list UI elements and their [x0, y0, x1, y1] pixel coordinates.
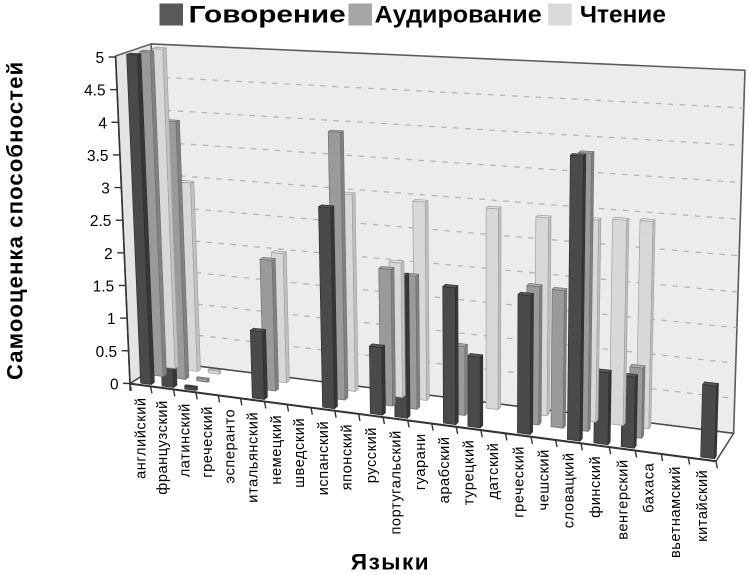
- svg-text:финский: финский: [588, 456, 604, 518]
- svg-text:Языки: Языки: [351, 550, 430, 571]
- svg-text:3.5: 3.5: [87, 148, 108, 165]
- svg-text:3: 3: [101, 181, 110, 198]
- svg-text:вьетнамский: вьетнамский: [668, 466, 684, 558]
- svg-text:португальский: португальский: [389, 430, 405, 534]
- svg-text:0.5: 0.5: [96, 344, 117, 361]
- svg-text:немецкий: немецкий: [269, 415, 285, 485]
- svg-text:0: 0: [110, 376, 119, 393]
- svg-text:латинский: латинский: [178, 403, 194, 477]
- svg-text:2: 2: [104, 246, 113, 263]
- svg-text:4.5: 4.5: [84, 83, 105, 100]
- svg-text:5: 5: [96, 50, 105, 67]
- svg-text:арабский: арабский: [437, 436, 453, 503]
- svg-text:русский: русский: [364, 427, 380, 483]
- svg-text:шведский: шведский: [292, 418, 308, 488]
- svg-text:турецкий: турецкий: [462, 440, 478, 506]
- svg-text:Аудирование: Аудирование: [375, 2, 542, 29]
- svg-text:Самооценка способностей: Самооценка способностей: [3, 61, 28, 380]
- svg-text:Говорение: Говорение: [189, 2, 346, 29]
- svg-text:японский: японский: [340, 424, 356, 490]
- svg-text:эсперанто: эсперанто: [222, 409, 238, 484]
- svg-text:греческий: греческий: [511, 446, 527, 518]
- svg-text:итальянский: итальянский: [246, 412, 262, 503]
- svg-text:чешский: чешский: [536, 449, 552, 510]
- svg-text:2.5: 2.5: [90, 213, 111, 230]
- svg-text:английский: английский: [133, 397, 149, 478]
- svg-text:словацкий: словацкий: [561, 452, 577, 528]
- svg-text:китайский: китайский: [695, 470, 711, 542]
- svg-text:4: 4: [98, 115, 107, 132]
- svg-text:гуарани: гуарани: [413, 433, 429, 490]
- svg-text:1: 1: [107, 311, 116, 328]
- svg-text:испанский: испанский: [316, 421, 332, 495]
- svg-text:датский: датский: [486, 443, 502, 500]
- svg-text:1.5: 1.5: [93, 278, 114, 295]
- svg-text:Чтение: Чтение: [580, 2, 666, 29]
- svg-text:греческий: греческий: [200, 406, 216, 478]
- svg-text:французский: французский: [155, 400, 171, 495]
- svg-text:венгерский: венгерский: [615, 459, 631, 540]
- svg-text:бахаса: бахаса: [641, 462, 657, 512]
